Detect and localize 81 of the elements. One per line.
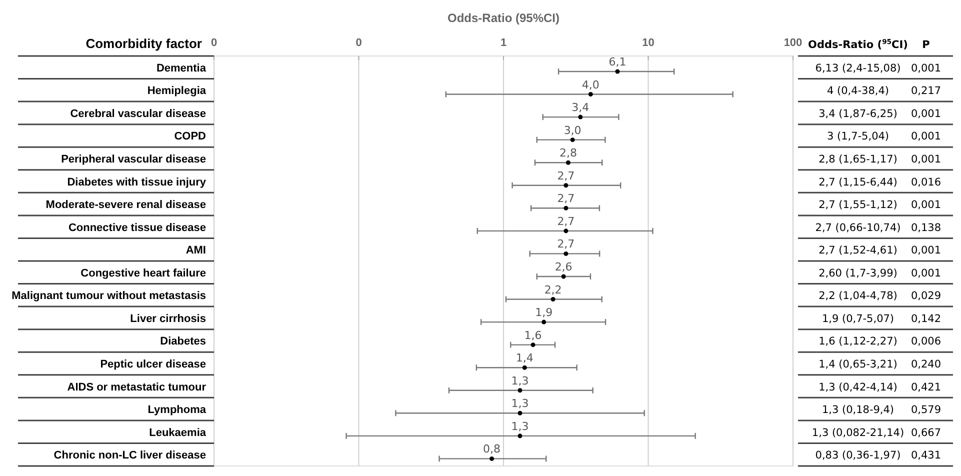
y-tick-label: Peripheral vascular disease [61,154,206,166]
text: 0,138 [910,222,942,234]
text: 2,8 (1,65-1,17) [818,154,898,166]
text: 2,2 (1,04-4,78) [818,290,898,302]
text: 1,3 (0,18-9,4) [822,404,894,416]
data-label: 2,7 [557,214,575,228]
text: 0,001 [910,267,942,280]
text: 2,7 (1,15-6,44) [818,176,898,188]
y-tick-label: Diabetes [160,336,206,348]
data-label: 0,8 [483,442,501,456]
text: 2,7 (0,66-10,74) [815,222,901,234]
text: 0,579 [910,404,942,416]
data-label: 2,2 [544,283,562,296]
text: 0,001 [910,130,942,143]
text: 6,13 (2,4-15,08) [815,62,901,74]
data-label: 4,0 [582,78,600,92]
text: 0,240 [910,358,942,370]
x-tick-label: 10 [642,37,654,49]
y-tick-label: Chronic non-LC liver disease [54,450,206,462]
y-tick-label: COPD [174,130,206,143]
y-tick-label: Leukaemia [149,426,207,439]
y-tick-label: Connective tissue disease [68,222,206,234]
y-tick-label: Moderate-severe renal disease [46,199,206,212]
text: 0,667 [910,426,942,439]
chart-title: Odds-Ratio (95%CI) [447,11,560,25]
text: 1,6 (1,12-2,27) [818,336,898,348]
text: 3 (1,7-5,04) [826,130,890,143]
text: 1,4 (0,65-3,21) [818,358,898,370]
x-tick-label: 1 [500,37,507,49]
data-label: 2,7 [557,192,575,206]
text: 1,3 (0,082-21,14) [812,426,904,439]
text: 2,60 (1,7-3,99) [818,267,898,280]
y-axis-title: Comorbidity factor [86,36,202,51]
y-tick-label: Hemiplegia [147,85,207,98]
data-label: 1,3 [511,374,529,388]
text: P [922,39,930,51]
text: 0,029 [910,290,942,302]
data-label: 1,6 [524,328,542,342]
x-tick-label: 0 [356,37,362,49]
data-label: 2,8 [559,146,577,160]
text: 2,7 (1,52-4,61) [818,244,898,257]
text: 0,142 [910,312,942,325]
data-label: 2,7 [557,169,575,182]
text: 0,421 [910,381,942,394]
y-tick-label: Peptic ulcer disease [100,358,206,370]
data-label: 1,3 [511,397,529,410]
y-tick-label: AMI [186,244,206,257]
y-tick-label: Diabetes with tissue injury [67,176,207,188]
y-tick-label: AIDS or metastatic tumour [67,381,207,394]
data-label: 3,0 [564,124,582,137]
text: 0,83 (0,36-1,97) [815,450,901,462]
text: 0,001 [910,154,942,166]
data-label: 6,1 [608,55,626,68]
data-label: 1,4 [516,352,534,365]
text: 0,001 [910,199,942,212]
text: 4 (0,4-38,4) [826,85,890,98]
text: 0,001 [910,244,942,257]
x-tick-label: 100 [784,37,802,49]
y-tick-label: Malignant tumour without metastasis [12,290,206,302]
text: 0,001 [910,62,942,74]
text: 0,001 [910,108,942,120]
y-tick-label: Dementia [156,62,207,74]
y-tick-label: Lymphoma [148,404,207,416]
y-tick-label: Congestive heart failure [80,267,206,280]
data-label: 2,6 [554,260,572,274]
text: 3,4 (1,87-6,25) [818,108,898,120]
x-tick-label: 0 [210,37,218,49]
y-tick-label: Cerebral vascular disease [70,108,206,120]
text: 0,006 [910,336,942,348]
text: 0,016 [910,176,942,188]
data-label: 1,3 [511,420,529,433]
text: 0,217 [910,85,942,98]
text: 1,9 (0,7-5,07) [822,312,894,325]
data-label: 2,7 [557,238,575,251]
data-label: 1,9 [535,306,553,320]
text: 0,431 [910,450,942,462]
data-label: 3,4 [572,101,590,114]
y-tick-label: Liver cirrhosis [130,312,206,325]
text: 2,7 (1,55-1,12) [818,199,898,212]
text: Odds-Ratio ($^{95}$CI) [808,38,908,51]
text: 1,3 (0,42-4,14) [818,381,898,394]
